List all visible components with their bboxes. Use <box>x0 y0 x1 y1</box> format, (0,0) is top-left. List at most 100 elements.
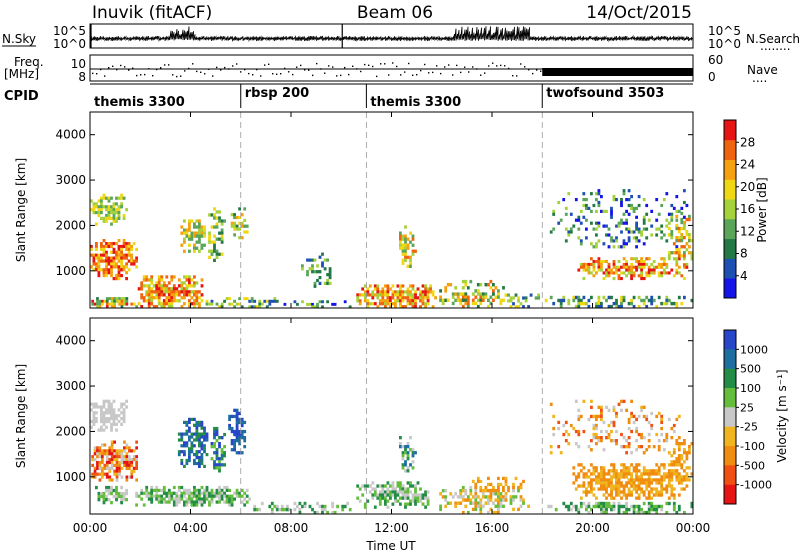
velocity-cell <box>406 493 410 497</box>
freq-point <box>328 65 330 67</box>
velocity-cell <box>409 502 412 506</box>
velocity-cell <box>394 493 397 497</box>
power-cell <box>675 304 679 309</box>
velocity-cell <box>625 408 628 412</box>
power-cell <box>96 305 99 309</box>
velocity-cell <box>547 504 551 509</box>
power-cell <box>155 287 159 291</box>
velocity-cell <box>406 457 410 461</box>
power-cell <box>107 199 111 203</box>
velocity-cell <box>509 495 513 499</box>
velocity-cell <box>657 448 661 452</box>
power-cell <box>627 230 631 234</box>
power-cell <box>155 296 159 300</box>
power-cell <box>670 212 674 216</box>
velocity-cell <box>660 484 664 488</box>
power-cell <box>597 301 601 306</box>
velocity-cell <box>620 475 623 479</box>
velocity-cell <box>301 504 304 509</box>
x-tick-label: 00:00 <box>676 521 711 535</box>
power-cell <box>409 290 412 294</box>
power-cell <box>102 271 106 275</box>
power-cell <box>230 302 234 306</box>
velocity-cell <box>240 423 244 428</box>
velocity-cell <box>459 495 463 499</box>
velocity-cell <box>487 482 490 487</box>
velocity-cell <box>223 445 226 449</box>
power-cell <box>250 305 254 309</box>
freq-point <box>432 71 434 74</box>
power-cell <box>444 286 448 290</box>
velocity-cell <box>620 408 623 412</box>
power-cell <box>635 257 638 261</box>
velocity-cell <box>655 510 659 515</box>
velocity-colorbar-swatch <box>724 368 736 389</box>
velocity-cell <box>630 493 633 497</box>
velocity-cell <box>122 498 126 502</box>
velocity-cell <box>185 429 189 433</box>
power-cell <box>600 260 603 264</box>
power-cell <box>200 234 204 238</box>
power-cell <box>92 205 96 209</box>
power-cell <box>552 301 556 306</box>
velocity-cell <box>512 489 515 493</box>
power-cell <box>610 236 613 240</box>
nave-label: Nave <box>747 63 778 77</box>
velocity-cell <box>615 411 618 416</box>
power-cell <box>672 274 676 278</box>
velocity-cell <box>120 405 123 409</box>
power-cell <box>218 210 221 214</box>
velocity-cell <box>96 446 99 450</box>
frequency-panel <box>89 54 694 82</box>
velocity-cell <box>642 451 646 455</box>
station-title: Inuvik (fitACF) <box>92 3 212 23</box>
power-cell <box>421 293 425 297</box>
power-cell <box>193 305 196 309</box>
velocity-cell <box>494 492 498 496</box>
velocity-cell <box>632 510 636 515</box>
power-cell <box>562 298 566 303</box>
velocity-cell <box>177 488 181 492</box>
velocity-cell <box>240 500 244 504</box>
freq-point <box>192 63 194 65</box>
velocity-cell <box>93 469 97 473</box>
velocity-cell <box>100 408 103 412</box>
velocity-cell <box>577 510 581 515</box>
power-cell <box>607 271 611 275</box>
velocity-cell <box>331 501 334 506</box>
power-cell <box>615 298 618 303</box>
power-cell <box>411 299 415 303</box>
power-cell <box>557 200 561 205</box>
power-cell <box>683 254 686 258</box>
velocity-cell <box>193 485 196 490</box>
power-cell <box>389 305 392 309</box>
power-cell <box>105 274 108 278</box>
power-cell <box>198 225 201 229</box>
power-cell <box>193 246 196 250</box>
power-cell <box>358 293 362 297</box>
velocity-cell <box>205 488 209 492</box>
velocity-cell <box>622 466 626 470</box>
velocity-cell <box>667 469 671 473</box>
velocity-cell <box>386 493 390 497</box>
velocity-cell <box>602 475 606 479</box>
velocity-cell <box>233 497 236 501</box>
freq-point <box>312 74 314 77</box>
power-cell <box>316 270 319 274</box>
velocity-cell <box>637 469 641 473</box>
velocity-cell <box>577 475 581 479</box>
power-cell <box>250 299 254 303</box>
power-cell <box>105 242 108 246</box>
power-cell <box>120 256 123 260</box>
power-cell <box>564 206 568 210</box>
velocity-cell <box>113 463 116 467</box>
velocity-cell <box>185 458 189 463</box>
velocity-cell <box>120 485 123 490</box>
power-cell <box>688 239 691 243</box>
velocity-cell <box>476 501 480 505</box>
freq-point <box>216 66 218 69</box>
velocity-cell <box>650 426 654 431</box>
power-cell <box>597 268 601 272</box>
velocity-cell <box>612 504 616 509</box>
power-cell <box>630 265 633 269</box>
